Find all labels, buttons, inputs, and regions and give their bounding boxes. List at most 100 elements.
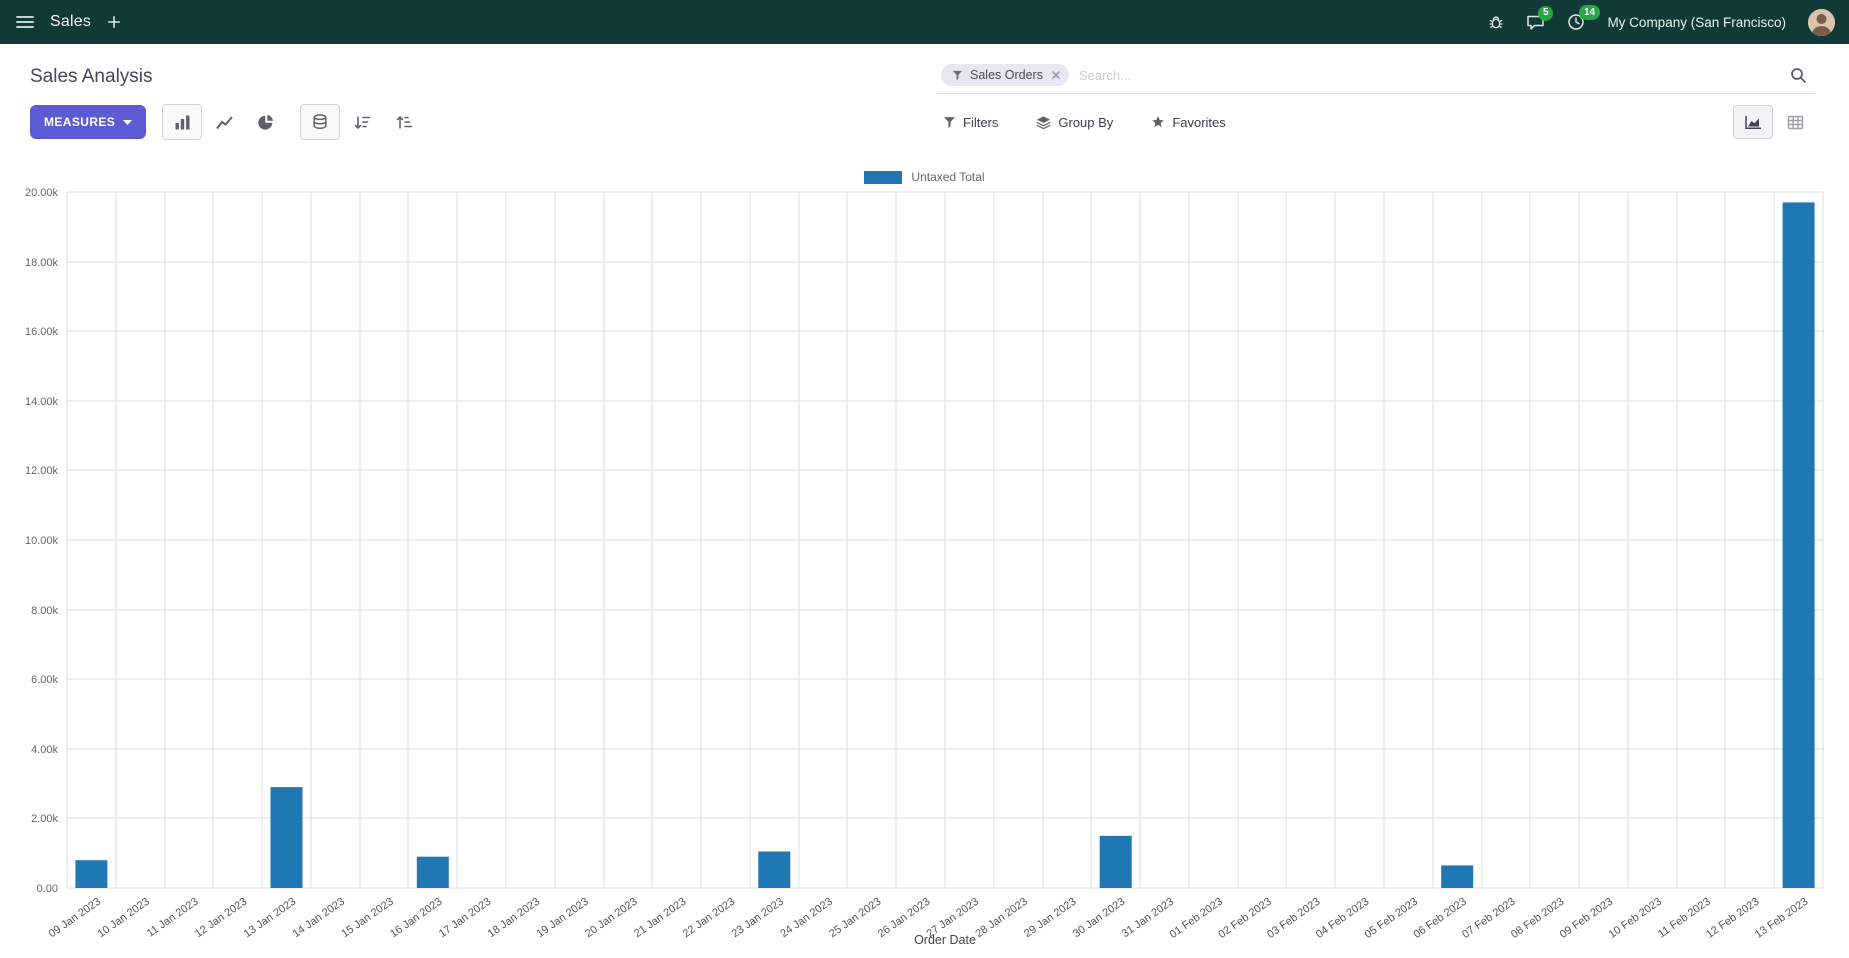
svg-text:14.00k: 14.00k bbox=[25, 396, 59, 408]
svg-text:18.00k: 18.00k bbox=[25, 257, 59, 269]
sort-descending-icon bbox=[355, 115, 371, 129]
sort-ascending-button[interactable] bbox=[384, 104, 424, 140]
svg-text:11 Feb 2023: 11 Feb 2023 bbox=[1656, 896, 1713, 941]
svg-text:29 Jan 2023: 29 Jan 2023 bbox=[1022, 896, 1078, 941]
chart-legend: Untaxed Total bbox=[0, 168, 1849, 186]
svg-text:2.00k: 2.00k bbox=[31, 813, 58, 825]
svg-text:28 Jan 2023: 28 Jan 2023 bbox=[973, 896, 1029, 941]
svg-text:16 Jan 2023: 16 Jan 2023 bbox=[388, 896, 444, 941]
svg-text:10.00k: 10.00k bbox=[25, 535, 59, 547]
svg-text:10 Feb 2023: 10 Feb 2023 bbox=[1607, 896, 1664, 941]
search-icon[interactable] bbox=[1788, 65, 1809, 86]
messages-button[interactable]: 5 bbox=[1526, 5, 1553, 31]
search-facet-label: Sales Orders bbox=[970, 68, 1043, 82]
measures-button[interactable]: MEASURES bbox=[30, 105, 147, 139]
funnel-icon bbox=[952, 70, 963, 81]
filters-label: Filters bbox=[963, 114, 999, 130]
facet-remove-icon[interactable] bbox=[1052, 71, 1060, 79]
svg-text:08 Feb 2023: 08 Feb 2023 bbox=[1509, 896, 1566, 941]
svg-text:12 Feb 2023: 12 Feb 2023 bbox=[1704, 896, 1761, 941]
svg-text:19 Jan 2023: 19 Jan 2023 bbox=[534, 896, 590, 941]
hamburger-menu-icon[interactable] bbox=[16, 14, 34, 30]
svg-text:15 Jan 2023: 15 Jan 2023 bbox=[339, 896, 395, 941]
company-switcher[interactable]: My Company (San Francisco) bbox=[1607, 14, 1786, 30]
svg-text:10 Jan 2023: 10 Jan 2023 bbox=[95, 896, 151, 941]
svg-text:20.00k: 20.00k bbox=[25, 187, 59, 199]
filters-button[interactable]: Filters bbox=[943, 115, 998, 130]
control-panel: Sales Analysis Sales Orders MEASURES bbox=[0, 44, 1849, 140]
sort-descending-button[interactable] bbox=[342, 104, 382, 140]
stacked-database-icon bbox=[313, 114, 327, 129]
pivot-view-button[interactable] bbox=[1775, 105, 1815, 139]
svg-text:8.00k: 8.00k bbox=[31, 605, 58, 617]
legend-label[interactable]: Untaxed Total bbox=[911, 170, 985, 184]
filter-bar: Filters Group By Favorites bbox=[937, 115, 1226, 130]
graph-toolbar: MEASURES bbox=[30, 104, 937, 140]
pie-chart-icon bbox=[258, 114, 274, 130]
star-icon bbox=[1151, 115, 1165, 129]
svg-text:Order Date: Order Date bbox=[914, 933, 976, 947]
search-input[interactable] bbox=[1068, 67, 1788, 83]
svg-text:09 Jan 2023: 09 Jan 2023 bbox=[47, 896, 103, 941]
page-title: Sales Analysis bbox=[30, 66, 153, 87]
plus-icon[interactable] bbox=[107, 15, 121, 29]
svg-text:01 Feb 2023: 01 Feb 2023 bbox=[1168, 896, 1225, 941]
chart-area: 0.00 2.00k 4.00k 6.00k 8.00k 10.00k 12.00k 14.0… bbox=[0, 186, 1849, 958]
svg-text:30 Jan 2023: 30 Jan 2023 bbox=[1071, 896, 1127, 941]
svg-text:20 Jan 2023: 20 Jan 2023 bbox=[583, 896, 639, 941]
svg-text:23 Jan 2023: 23 Jan 2023 bbox=[730, 896, 786, 941]
favorites-button[interactable]: Favorites bbox=[1151, 114, 1226, 130]
svg-text:25 Jan 2023: 25 Jan 2023 bbox=[827, 896, 883, 941]
svg-text:24 Jan 2023: 24 Jan 2023 bbox=[778, 896, 834, 941]
view-switcher bbox=[1733, 105, 1815, 139]
messages-count-badge: 5 bbox=[1538, 5, 1553, 21]
svg-text:17 Jan 2023: 17 Jan 2023 bbox=[437, 896, 493, 941]
svg-text:21 Jan 2023: 21 Jan 2023 bbox=[632, 896, 688, 941]
svg-text:09 Feb 2023: 09 Feb 2023 bbox=[1558, 896, 1615, 941]
svg-text:03 Feb 2023: 03 Feb 2023 bbox=[1265, 896, 1322, 941]
svg-text:12.00k: 12.00k bbox=[25, 465, 59, 477]
sales-bar-chart[interactable]: 0.00 2.00k 4.00k 6.00k 8.00k 10.00k 12.00k 14.0… bbox=[0, 186, 1849, 958]
line-chart-view-button[interactable] bbox=[204, 104, 244, 140]
app-name[interactable]: Sales bbox=[50, 13, 92, 30]
svg-text:13 Feb 2023: 13 Feb 2023 bbox=[1753, 896, 1810, 941]
search-bar[interactable]: Sales Orders bbox=[937, 60, 1815, 94]
layers-icon bbox=[1036, 115, 1051, 129]
chevron-down-icon bbox=[123, 119, 133, 125]
stacked-toggle-button[interactable] bbox=[300, 104, 341, 140]
legend-swatch bbox=[864, 170, 903, 184]
svg-text:13 Jan 2023: 13 Jan 2023 bbox=[242, 896, 298, 941]
svg-text:12 Jan 2023: 12 Jan 2023 bbox=[193, 896, 249, 941]
debug-bug-icon[interactable] bbox=[1488, 14, 1504, 30]
area-chart-icon bbox=[1745, 115, 1761, 129]
svg-text:31 Jan 2023: 31 Jan 2023 bbox=[1120, 896, 1176, 941]
svg-text:16.00k: 16.00k bbox=[25, 326, 59, 338]
measures-label: MEASURES bbox=[44, 115, 116, 129]
svg-text:06 Feb 2023: 06 Feb 2023 bbox=[1411, 896, 1468, 941]
activities-button[interactable]: 14 bbox=[1567, 5, 1600, 31]
svg-text:14 Jan 2023: 14 Jan 2023 bbox=[291, 896, 347, 941]
pie-chart-view-button[interactable] bbox=[246, 104, 286, 140]
sort-ascending-icon bbox=[397, 115, 413, 129]
bar-chart-view-button[interactable] bbox=[162, 104, 203, 140]
funnel-icon bbox=[943, 116, 956, 129]
svg-text:02 Feb 2023: 02 Feb 2023 bbox=[1216, 896, 1273, 941]
svg-text:0.00: 0.00 bbox=[37, 883, 58, 895]
svg-text:4.00k: 4.00k bbox=[31, 744, 58, 756]
svg-text:18 Jan 2023: 18 Jan 2023 bbox=[486, 896, 542, 941]
svg-text:04 Feb 2023: 04 Feb 2023 bbox=[1314, 896, 1371, 941]
group-by-label: Group By bbox=[1058, 114, 1114, 130]
user-avatar[interactable] bbox=[1808, 8, 1835, 36]
favorites-label: Favorites bbox=[1172, 114, 1226, 130]
graph-view-button[interactable] bbox=[1733, 105, 1773, 139]
top-navbar: Sales 5 14 My bbox=[0, 0, 1849, 44]
svg-text:05 Feb 2023: 05 Feb 2023 bbox=[1363, 896, 1420, 941]
bar-chart-icon bbox=[175, 115, 190, 129]
pivot-table-icon bbox=[1787, 115, 1803, 129]
svg-text:6.00k: 6.00k bbox=[31, 674, 58, 686]
group-by-button[interactable]: Group By bbox=[1036, 115, 1113, 130]
search-facet-sales-orders[interactable]: Sales Orders bbox=[941, 64, 1069, 86]
activities-count-badge: 14 bbox=[1579, 5, 1600, 20]
svg-text:07 Feb 2023: 07 Feb 2023 bbox=[1460, 896, 1517, 941]
clock-icon bbox=[1567, 13, 1585, 31]
